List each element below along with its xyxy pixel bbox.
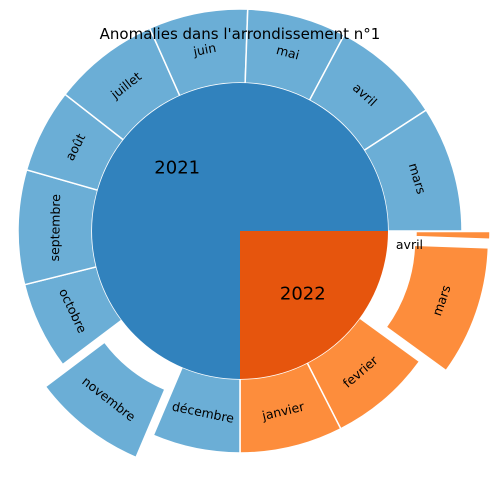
month-slice-novembre-2021 bbox=[44, 341, 166, 459]
month-label-septembre-2021: septembre bbox=[47, 194, 63, 262]
inner-ring bbox=[92, 83, 388, 379]
year-label-2021: 2021 bbox=[154, 158, 200, 179]
outer-ring bbox=[17, 8, 491, 459]
year-slice-2021 bbox=[92, 83, 388, 379]
month-label-mai-2021: mai bbox=[275, 42, 301, 63]
month-label-juin-2021: juin bbox=[191, 40, 217, 59]
chart-title: Anomalies dans l'arrondissement n°1 bbox=[100, 25, 381, 43]
year-label-2022: 2022 bbox=[280, 283, 326, 304]
month-label-avril-2022: avril bbox=[396, 237, 423, 252]
month-slice-avril-2022 bbox=[415, 230, 491, 241]
month-slice-mars-2022 bbox=[385, 244, 490, 372]
year-slice-2022 bbox=[240, 231, 388, 379]
